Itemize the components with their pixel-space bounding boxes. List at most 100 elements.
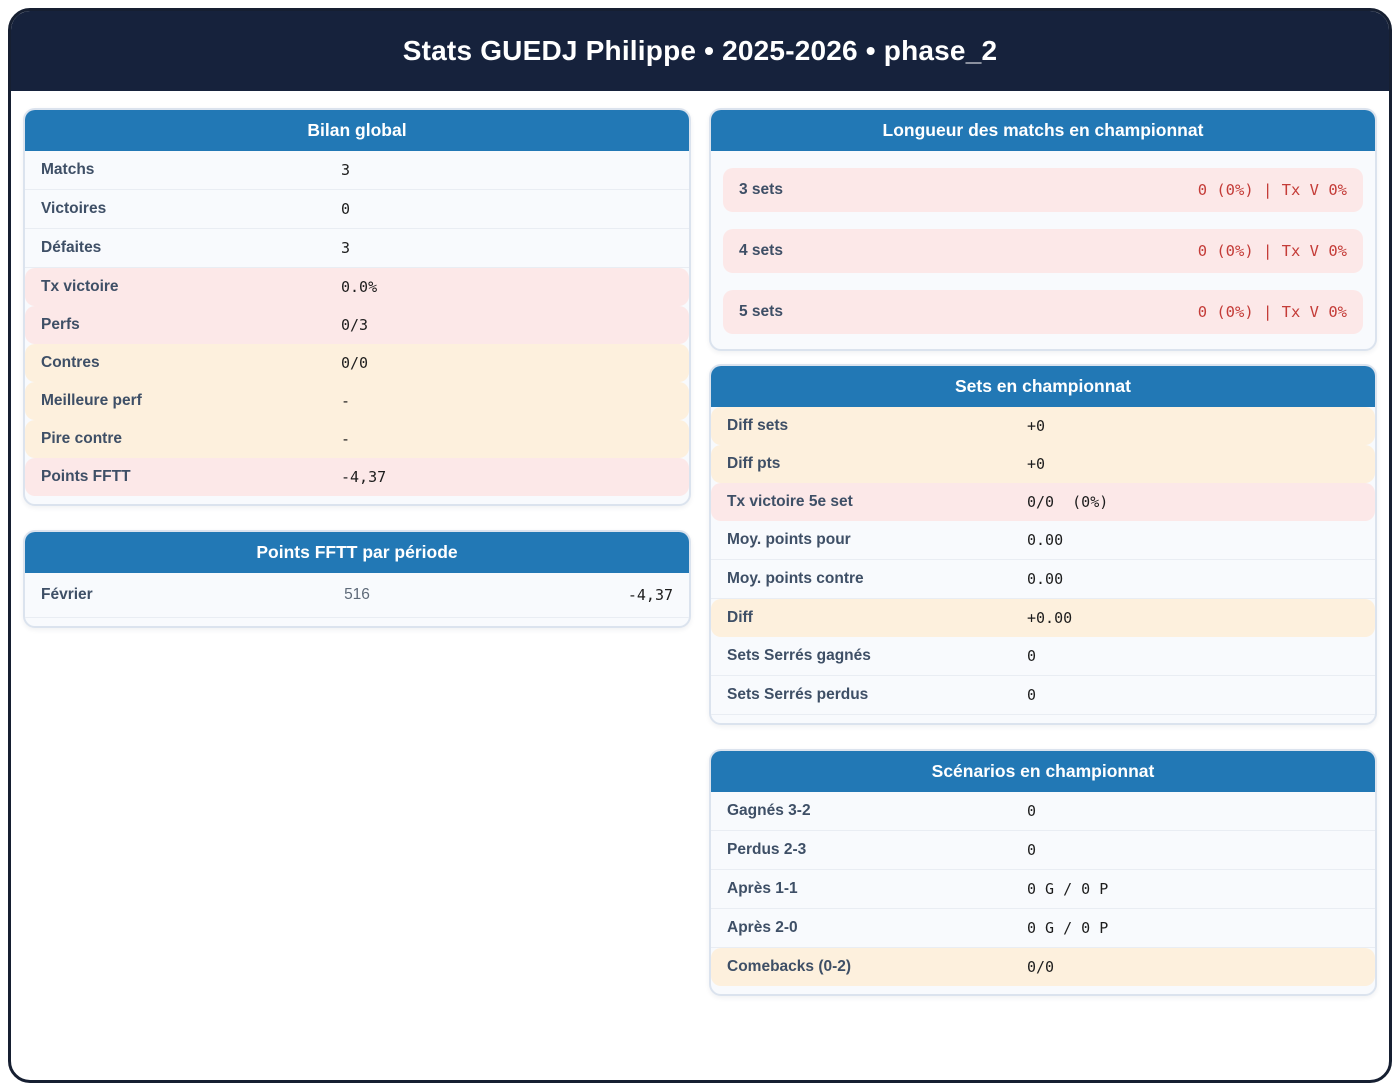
stat-row: Comebacks (0-2) 0/0	[711, 948, 1375, 986]
row-value: 0	[1027, 841, 1037, 859]
row-label: Contres	[41, 354, 100, 371]
row-label: Moy. points pour	[727, 531, 851, 548]
stat-row: Tx victoire 5e set 0/0 (0%)	[711, 483, 1375, 521]
row-label: Comebacks (0-2)	[727, 958, 852, 975]
card-body: Gagnés 3-2 0 Perdus 2-3 0 Après 1-1 0 G …	[711, 792, 1375, 994]
stat-row: Perfs 0/3	[25, 306, 689, 344]
stat-row: Meilleure perf -	[25, 382, 689, 420]
stat-row: Après 2-0 0 G / 0 P	[711, 909, 1375, 948]
row-value: 0/0 (0%)	[1027, 493, 1109, 511]
stat-row: Gagnés 3-2 0	[711, 792, 1375, 831]
row-value: 3	[341, 239, 351, 257]
row-label: Matchs	[41, 161, 95, 178]
card-title: Points FFTT par période	[25, 532, 689, 573]
row-label: Victoires	[41, 200, 107, 217]
row-value: +0.00	[1027, 609, 1073, 627]
card-sets-championnat: Sets en championnat Diff sets +0 Diff pt…	[709, 364, 1377, 725]
row-value: 0 (0%) | Tx V 0%	[1197, 242, 1347, 260]
stat-row: Défaites 3	[25, 229, 689, 268]
card-title: Bilan global	[25, 110, 689, 151]
stat-row: 3 sets 0 (0%) | Tx V 0%	[723, 168, 1363, 212]
card-body: 3 sets 0 (0%) | Tx V 0% 4 sets 0 (0%) | …	[711, 151, 1375, 349]
right-column: Longueur des matchs en championnat 3 set…	[709, 108, 1377, 1020]
content-area: Bilan global Matchs 3 Victoires 0 Défait…	[11, 91, 1389, 1020]
row-mid-value: 516	[344, 586, 370, 603]
row-value: 0/3	[341, 316, 369, 334]
page-container: Stats GUEDJ Philippe • 2025-2026 • phase…	[8, 8, 1392, 1083]
row-label: Pire contre	[41, 430, 122, 447]
row-value: 0/0	[1027, 958, 1055, 976]
row-label: Moy. points contre	[727, 570, 864, 587]
stat-row: Diff pts +0	[711, 445, 1375, 483]
card-bilan-global: Bilan global Matchs 3 Victoires 0 Défait…	[23, 108, 691, 506]
row-value: +0	[1027, 455, 1046, 473]
stat-row: Points FFTT -4,37	[25, 458, 689, 496]
stat-row: Matchs 3	[25, 151, 689, 190]
row-value: -4,37	[341, 468, 387, 486]
row-value: 0	[341, 200, 351, 218]
row-label: Février	[41, 586, 93, 603]
stat-row: Tx victoire 0.0%	[25, 268, 689, 306]
row-value: 0 G / 0 P	[1027, 880, 1109, 898]
card-title: Scénarios en championnat	[711, 751, 1375, 792]
stat-row: 5 sets 0 (0%) | Tx V 0%	[723, 290, 1363, 334]
stat-row: Perdus 2-3 0	[711, 831, 1375, 870]
card-longueur-matchs: Longueur des matchs en championnat 3 set…	[709, 108, 1377, 351]
card-body: Février 516 -4,37	[25, 573, 689, 626]
row-label: Défaites	[41, 239, 102, 256]
row-label: Diff pts	[727, 455, 781, 472]
row-value: 0 G / 0 P	[1027, 919, 1109, 937]
row-value: 0 (0%) | Tx V 0%	[1197, 181, 1347, 199]
stat-row: Diff +0.00	[711, 599, 1375, 637]
row-label: 4 sets	[739, 242, 783, 259]
row-value: -4,37	[627, 586, 674, 604]
row-label: Perdus 2-3	[727, 841, 807, 858]
card-scenarios-championnat: Scénarios en championnat Gagnés 3-2 0 Pe…	[709, 749, 1377, 996]
row-value: 3	[341, 161, 351, 179]
row-label: Sets Serrés gagnés	[727, 647, 871, 664]
left-column: Bilan global Matchs 3 Victoires 0 Défait…	[23, 108, 691, 652]
app-header: Stats GUEDJ Philippe • 2025-2026 • phase…	[11, 11, 1389, 91]
row-label: Après 1-1	[727, 880, 798, 897]
row-value: 0	[1027, 686, 1037, 704]
card-title: Sets en championnat	[711, 366, 1375, 407]
card-body: Diff sets +0 Diff pts +0 Tx victoire 5e …	[711, 407, 1375, 723]
row-value: 0	[1027, 802, 1037, 820]
card-points-fftt-periode: Points FFTT par période Février 516 -4,3…	[23, 530, 691, 628]
stat-row: Moy. points contre 0.00	[711, 560, 1375, 599]
stat-row: Victoires 0	[25, 190, 689, 229]
page-title: Stats GUEDJ Philippe • 2025-2026 • phase…	[402, 35, 998, 66]
stat-row: Sets Serrés perdus 0	[711, 676, 1375, 715]
card-title: Longueur des matchs en championnat	[711, 110, 1375, 151]
row-value: -	[341, 430, 351, 448]
card-body: Matchs 3 Victoires 0 Défaites 3 Tx victo…	[25, 151, 689, 504]
row-label: Tx victoire	[41, 278, 119, 295]
stat-row: Contres 0/0	[25, 344, 689, 382]
row-label: Diff	[727, 609, 753, 626]
row-value: +0	[1027, 417, 1046, 435]
row-value: -	[341, 392, 351, 410]
row-value: 0	[1027, 647, 1037, 665]
stat-row: Moy. points pour 0.00	[711, 521, 1375, 560]
stat-row: Sets Serrés gagnés 0	[711, 637, 1375, 676]
row-label: 5 sets	[739, 303, 783, 320]
stat-row: 4 sets 0 (0%) | Tx V 0%	[723, 229, 1363, 273]
row-label: Sets Serrés perdus	[727, 686, 869, 703]
row-value: 0.00	[1027, 570, 1064, 588]
row-label: 3 sets	[739, 181, 783, 198]
stat-row: Pire contre -	[25, 420, 689, 458]
row-label: Diff sets	[727, 417, 789, 434]
row-label: Meilleure perf	[41, 392, 142, 409]
stat-row: Diff sets +0	[711, 407, 1375, 445]
row-label: Après 2-0	[727, 919, 798, 936]
stat-row: Février 516 -4,37	[25, 573, 689, 618]
row-label: Perfs	[41, 316, 80, 333]
row-value: 0.00	[1027, 531, 1064, 549]
row-label: Points FFTT	[41, 468, 131, 485]
row-value: 0.0%	[341, 278, 378, 296]
row-value: 0 (0%) | Tx V 0%	[1197, 303, 1347, 321]
row-label: Tx victoire 5e set	[727, 493, 853, 510]
row-value: 0/0	[341, 354, 369, 372]
stat-row: Après 1-1 0 G / 0 P	[711, 870, 1375, 909]
row-label: Gagnés 3-2	[727, 802, 811, 819]
